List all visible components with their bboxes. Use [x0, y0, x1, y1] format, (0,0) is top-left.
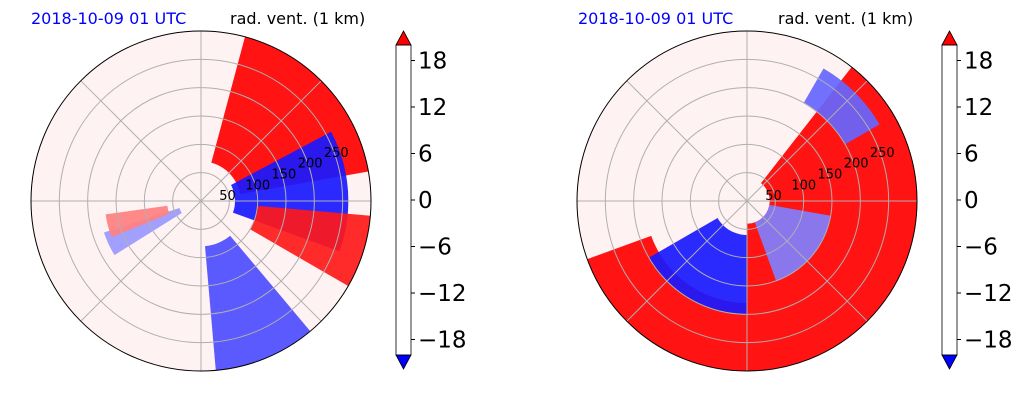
- panel-1-radial-label-250: 250: [324, 146, 349, 161]
- panel-1-colorbar-tick-neg12: −12: [418, 281, 467, 307]
- panel-2-colorbar-outline: [941, 44, 958, 356]
- panel-2-grid: [577, 31, 917, 371]
- panel-2-radial-label-50: 50: [765, 189, 782, 204]
- panel-1-radial-label-50: 50: [219, 189, 236, 204]
- panel-1-radial-label-200: 200: [298, 157, 323, 172]
- panel-2-colorbar-tick-neg6: −6: [964, 235, 998, 261]
- panel-2-polar-axes: 50 100 150 200 250: [576, 30, 918, 372]
- panel-1-velocity-region-3: [205, 235, 311, 371]
- panel-2-azimuth-line-45: [746, 80, 868, 202]
- panel-1-radial-label-100: 100: [245, 178, 270, 193]
- panel-2-radial-labels: 50 100 150 200 250: [765, 146, 895, 204]
- panel-2-azimuth-line-135: [746, 200, 868, 322]
- panel-2-colorbar: 18 12 6 0 −6 −12 −18: [941, 30, 1013, 370]
- panel-1-velocity-region-5: [105, 205, 170, 238]
- panel-2-colorbar-tick-0: 0: [964, 188, 979, 214]
- panel-1-azimuth-line-135: [200, 200, 322, 322]
- panel-2-azimuth-line-225: [626, 200, 748, 322]
- panel-1: 2018-10-09 01 UTC rad. vent. (1 km) 50 1…: [30, 9, 467, 372]
- panel-2-velocity-region-3: [754, 204, 831, 281]
- panel-1-radial-labels: 50 100 150 200 250: [219, 146, 349, 204]
- panel-2-colorbar-tick-neg18: −18: [964, 328, 1013, 354]
- panel-2: 2018-10-09 01 UTC rad. vent. (1 km) 50 1…: [576, 9, 1013, 372]
- panel-2-velocity-region-0: [747, 67, 917, 371]
- panel-2-radial-label-200: 200: [844, 157, 869, 172]
- panel-2-colorbar-tick-neg12: −12: [964, 281, 1013, 307]
- panel-1-title-left: 2018-10-09 01 UTC: [31, 9, 186, 28]
- panel-2-colorbar-extend-max: [941, 30, 958, 46]
- panel-2-radial-label-250: 250: [870, 146, 895, 161]
- panel-1-azimuth-line-45: [200, 80, 322, 202]
- panel-2-colorbar-tick-12: 12: [964, 95, 993, 121]
- panel-2-velocity-region-2: [648, 218, 747, 315]
- panel-1-colorbar-tick-18: 18: [418, 49, 447, 75]
- panel-2-title-right: rad. vent. (1 km): [778, 9, 913, 28]
- panel-1-grid: [31, 31, 371, 371]
- panel-2-colorbar-extend-min: [941, 354, 958, 370]
- panel-1-colorbar-tick-neg6: −6: [418, 235, 452, 261]
- panel-2-colorbar-tick-18: 18: [964, 49, 993, 75]
- panel-2-title-left: 2018-10-09 01 UTC: [578, 9, 733, 28]
- panel-1-colorbar-tick-neg18: −18: [418, 328, 467, 354]
- panel-1-azimuth-line-315: [80, 80, 202, 202]
- panel-2-colorbar-tick-6: 6: [964, 142, 979, 168]
- panel-1-colorbar-extend-min: [395, 354, 412, 370]
- panel-1-colorbar-tick-0: 0: [418, 188, 433, 214]
- panel-1-colorbar-outline: [395, 44, 412, 356]
- panel-2-radial-label-150: 150: [818, 168, 843, 183]
- panel-1-velocity-region-4: [104, 208, 182, 256]
- panel-2-polar-frame: [576, 30, 918, 372]
- panel-2-radial-label-100: 100: [791, 178, 816, 193]
- panel-1-polar-frame: [30, 30, 372, 372]
- panel-1-colorbar-tick-6: 6: [418, 142, 433, 168]
- panel-1-azimuth-line-225: [80, 200, 202, 322]
- panel-1-title-right: rad. vent. (1 km): [230, 9, 365, 28]
- panel-1-colorbar-extend-max: [395, 30, 412, 46]
- panel-1-colorbar-tick-12: 12: [418, 95, 447, 121]
- panel-1-radial-label-150: 150: [272, 168, 297, 183]
- panel-1-colorbar: 18 12 6 0 −6 −12 −18: [395, 30, 467, 370]
- panel-1-polar-axes: 50 100 150 200 250: [30, 30, 372, 372]
- panel-2-azimuth-line-315: [626, 80, 748, 202]
